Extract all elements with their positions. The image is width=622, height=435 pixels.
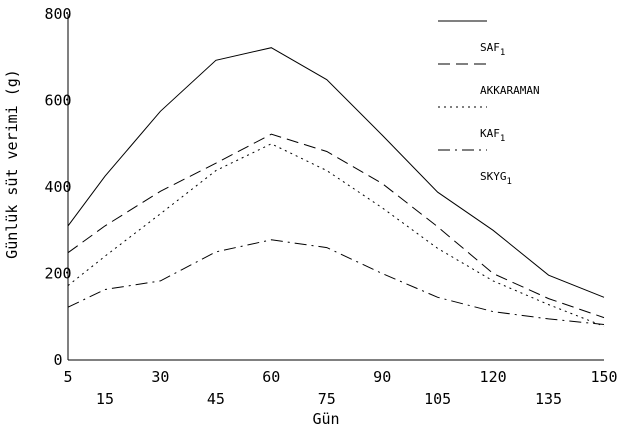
legend: SAF1 AKKARAMAN KAF1 SKYG1 — [438, 21, 540, 187]
legend-label-2: AKKARAMAN — [480, 84, 540, 97]
x-tick-label: 120 — [480, 368, 507, 386]
series-line-2 — [68, 134, 604, 317]
x-tick-label: 105 — [424, 390, 451, 408]
x-tick-label: 60 — [262, 368, 280, 386]
legend-label-1: SAF1 — [480, 41, 505, 58]
x-tick-label: 5 — [63, 368, 72, 386]
y-tick-label: 800 — [44, 5, 71, 23]
x-tick-label: 15 — [96, 390, 114, 408]
legend-label-3: KAF1 — [480, 127, 505, 144]
axes — [68, 14, 604, 360]
series-line-4 — [68, 240, 604, 325]
series-line-3 — [68, 144, 604, 326]
x-tick-label: 135 — [535, 390, 562, 408]
y-tick-label: 200 — [44, 265, 71, 283]
legend-label-4: SKYG1 — [480, 170, 512, 187]
y-tick-label: 400 — [44, 178, 71, 196]
x-tick-label: 30 — [151, 368, 169, 386]
x-tick-label: 75 — [318, 390, 336, 408]
x-tick-label: 45 — [207, 390, 225, 408]
y-tick-label: 0 — [53, 351, 62, 369]
x-tick-label: 150 — [590, 368, 617, 386]
y-axis-label: Günlük süt verimi (g) — [3, 69, 21, 259]
y-tick-label: 600 — [44, 92, 71, 110]
x-tick-label: 90 — [373, 368, 391, 386]
y-tick-labels: 0 200 400 600 800 — [44, 5, 71, 369]
x-tick-labels: 5 30 60 90 120 150 15 45 75 105 135 — [63, 368, 617, 408]
x-axis-label: Gün — [312, 410, 339, 428]
